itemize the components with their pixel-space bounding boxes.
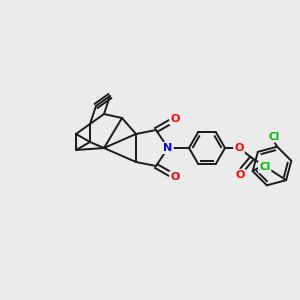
Text: O: O xyxy=(235,170,245,180)
Text: Cl: Cl xyxy=(259,162,270,172)
Text: Cl: Cl xyxy=(268,132,280,142)
Text: O: O xyxy=(234,143,244,153)
Text: O: O xyxy=(170,114,180,124)
Text: O: O xyxy=(170,172,180,182)
Text: N: N xyxy=(164,143,172,153)
